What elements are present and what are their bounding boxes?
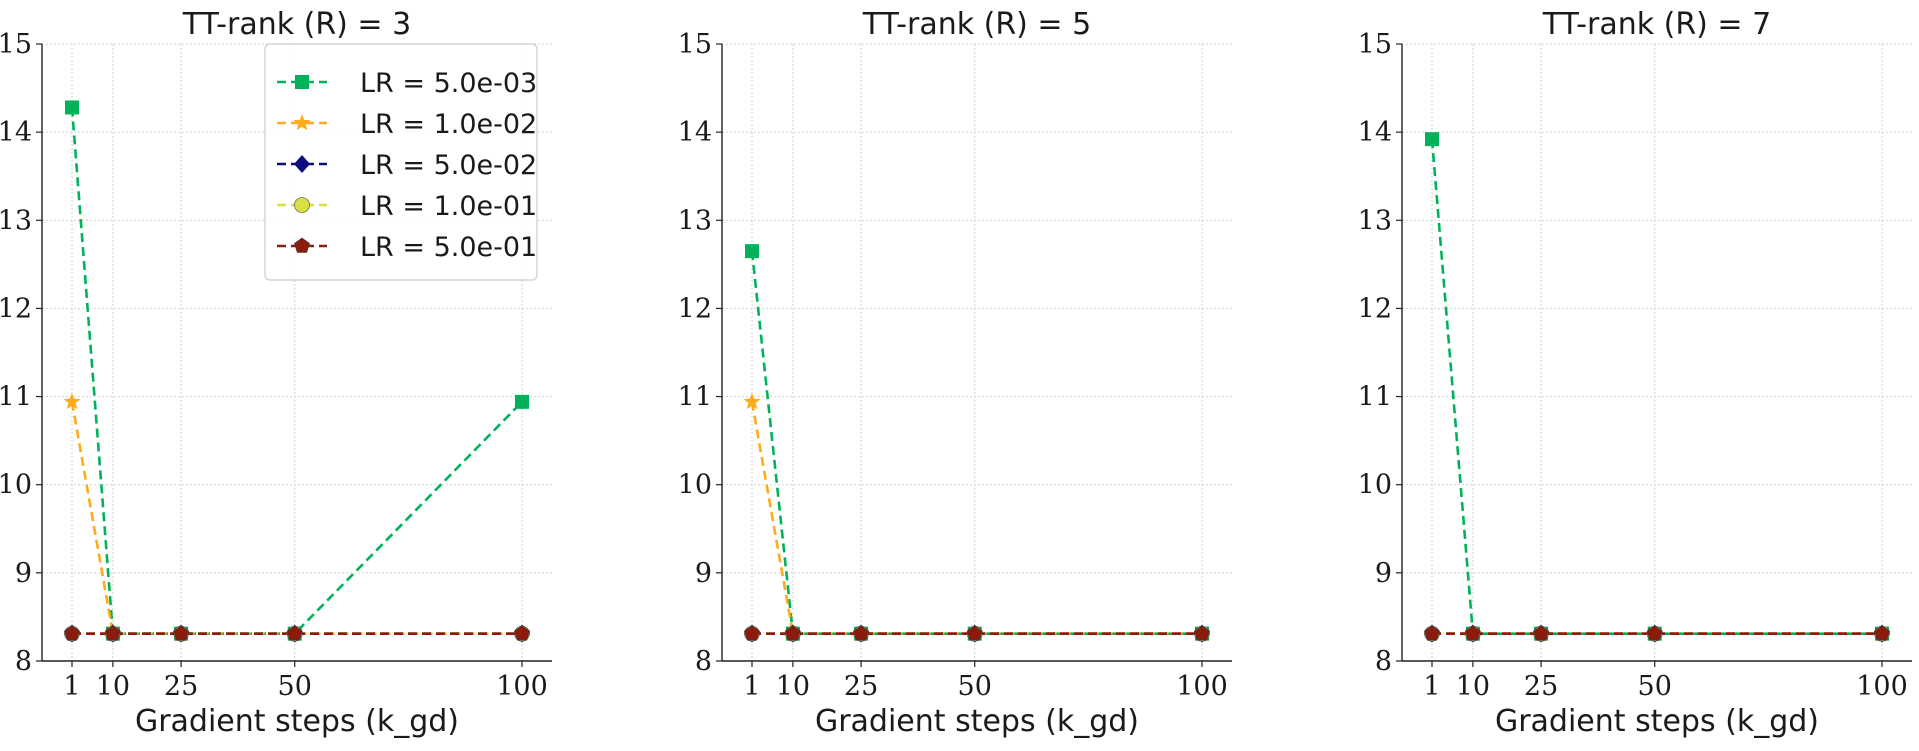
legend-swatch-marker xyxy=(293,114,311,131)
legend-swatch-marker xyxy=(295,75,309,89)
data-point xyxy=(104,625,121,641)
series-line xyxy=(1430,139,1882,636)
x-tick-label: 10 xyxy=(96,671,130,702)
legend-swatch-marker xyxy=(294,237,310,253)
y-tick-label: 14 xyxy=(0,117,32,148)
panel-rank-7: 8 9 10 11 12 13 14 15 1 10 25 50 100 TT-rank (R) = 7 G… xyxy=(1358,7,1912,739)
x-tick-label: 50 xyxy=(278,671,312,702)
panel-rank-5: 8 9 10 11 12 13 14 15 1 10 25 50 100 TT-rank (R) = 5 G… xyxy=(678,7,1232,739)
x-tick-label: 1 xyxy=(743,671,760,702)
y-tick-label: 14 xyxy=(678,117,712,148)
x-axis-label: Gradient steps (k_gd) xyxy=(135,704,459,739)
x-tick-label: 100 xyxy=(496,671,548,702)
data-point xyxy=(514,625,530,641)
y-tick-label: 8 xyxy=(1375,646,1392,677)
data-point xyxy=(1533,625,1550,641)
data-point xyxy=(1464,625,1481,641)
data-point xyxy=(745,244,759,259)
chart-title: TT-rank (R) = 5 xyxy=(862,7,1091,42)
y-tick-label: 15 xyxy=(1358,29,1392,60)
y-tick-label: 9 xyxy=(695,558,712,589)
data-point xyxy=(784,625,801,641)
series-line xyxy=(70,401,522,636)
y-tick-label: 10 xyxy=(0,470,32,501)
y-tick-label: 12 xyxy=(1358,293,1392,324)
chart-title: TT-rank (R) = 7 xyxy=(1542,7,1771,42)
legend-label: LR = 5.0e-02 xyxy=(360,150,537,181)
legend: LR = 5.0e-03 LR = 1.0e-02 LR = 5.0e-02 LR =… xyxy=(264,43,538,281)
data-point xyxy=(1194,625,1210,641)
y-tick-label: 9 xyxy=(15,558,32,589)
data-point xyxy=(173,625,190,641)
x-tick-label: 50 xyxy=(958,671,992,702)
data-point xyxy=(286,625,303,641)
y-tick-label: 8 xyxy=(695,646,712,677)
y-tick-label: 13 xyxy=(0,205,32,236)
legend-box xyxy=(264,43,538,281)
y-tick-label: 13 xyxy=(1358,205,1392,236)
x-tick-label: 25 xyxy=(164,671,198,702)
y-tick-label: 12 xyxy=(0,293,32,324)
data-point xyxy=(1646,625,1663,641)
y-tick-label: 11 xyxy=(1358,382,1392,413)
panel-rank-3: 8 9 10 11 12 13 14 15 1 10 25 50 100 TT-rank (R) = 3 G… xyxy=(0,7,552,739)
y-tick-label: 11 xyxy=(678,382,712,413)
data-point xyxy=(64,625,80,641)
x-tick-label: 1 xyxy=(63,671,80,702)
x-axis-label: Gradient steps (k_gd) xyxy=(1495,704,1819,739)
y-tick-label: 15 xyxy=(678,29,712,60)
data-point xyxy=(1874,625,1890,641)
chart-title: TT-rank (R) = 3 xyxy=(182,7,411,42)
legend-swatch-marker xyxy=(294,197,310,213)
y-tick-label: 15 xyxy=(0,29,32,60)
y-tick-label: 10 xyxy=(678,470,712,501)
legend-label: LR = 5.0e-01 xyxy=(360,232,537,263)
x-tick-label: 10 xyxy=(1456,671,1490,702)
legend-label: LR = 5.0e-03 xyxy=(360,68,537,99)
x-tick-label: 10 xyxy=(776,671,810,702)
data-point xyxy=(65,100,79,115)
data-point xyxy=(515,394,529,409)
data-point xyxy=(743,392,761,410)
legend-label: LR = 1.0e-02 xyxy=(360,109,537,140)
y-tick-label: 8 xyxy=(15,646,32,677)
legend-swatch-marker xyxy=(294,155,310,173)
x-tick-label: 50 xyxy=(1638,671,1672,702)
y-tick-label: 14 xyxy=(1358,117,1392,148)
x-tick-label: 25 xyxy=(844,671,878,702)
data-point xyxy=(966,625,983,641)
x-tick-label: 25 xyxy=(1524,671,1558,702)
y-tick-label: 12 xyxy=(678,293,712,324)
data-point xyxy=(1425,132,1439,147)
x-tick-label: 1 xyxy=(1423,671,1440,702)
x-axis-label: Gradient steps (k_gd) xyxy=(815,704,1139,739)
data-point xyxy=(853,625,870,641)
y-tick-label: 13 xyxy=(678,205,712,236)
y-tick-label: 10 xyxy=(1358,470,1392,501)
x-tick-label: 100 xyxy=(1856,671,1908,702)
data-point xyxy=(1424,625,1440,641)
y-tick-label: 11 xyxy=(0,382,32,413)
series-line xyxy=(750,401,1202,636)
data-point xyxy=(63,392,81,410)
legend-label: LR = 1.0e-01 xyxy=(360,191,537,222)
y-tick-label: 9 xyxy=(1375,558,1392,589)
x-tick-label: 100 xyxy=(1176,671,1228,702)
data-point xyxy=(744,625,760,641)
